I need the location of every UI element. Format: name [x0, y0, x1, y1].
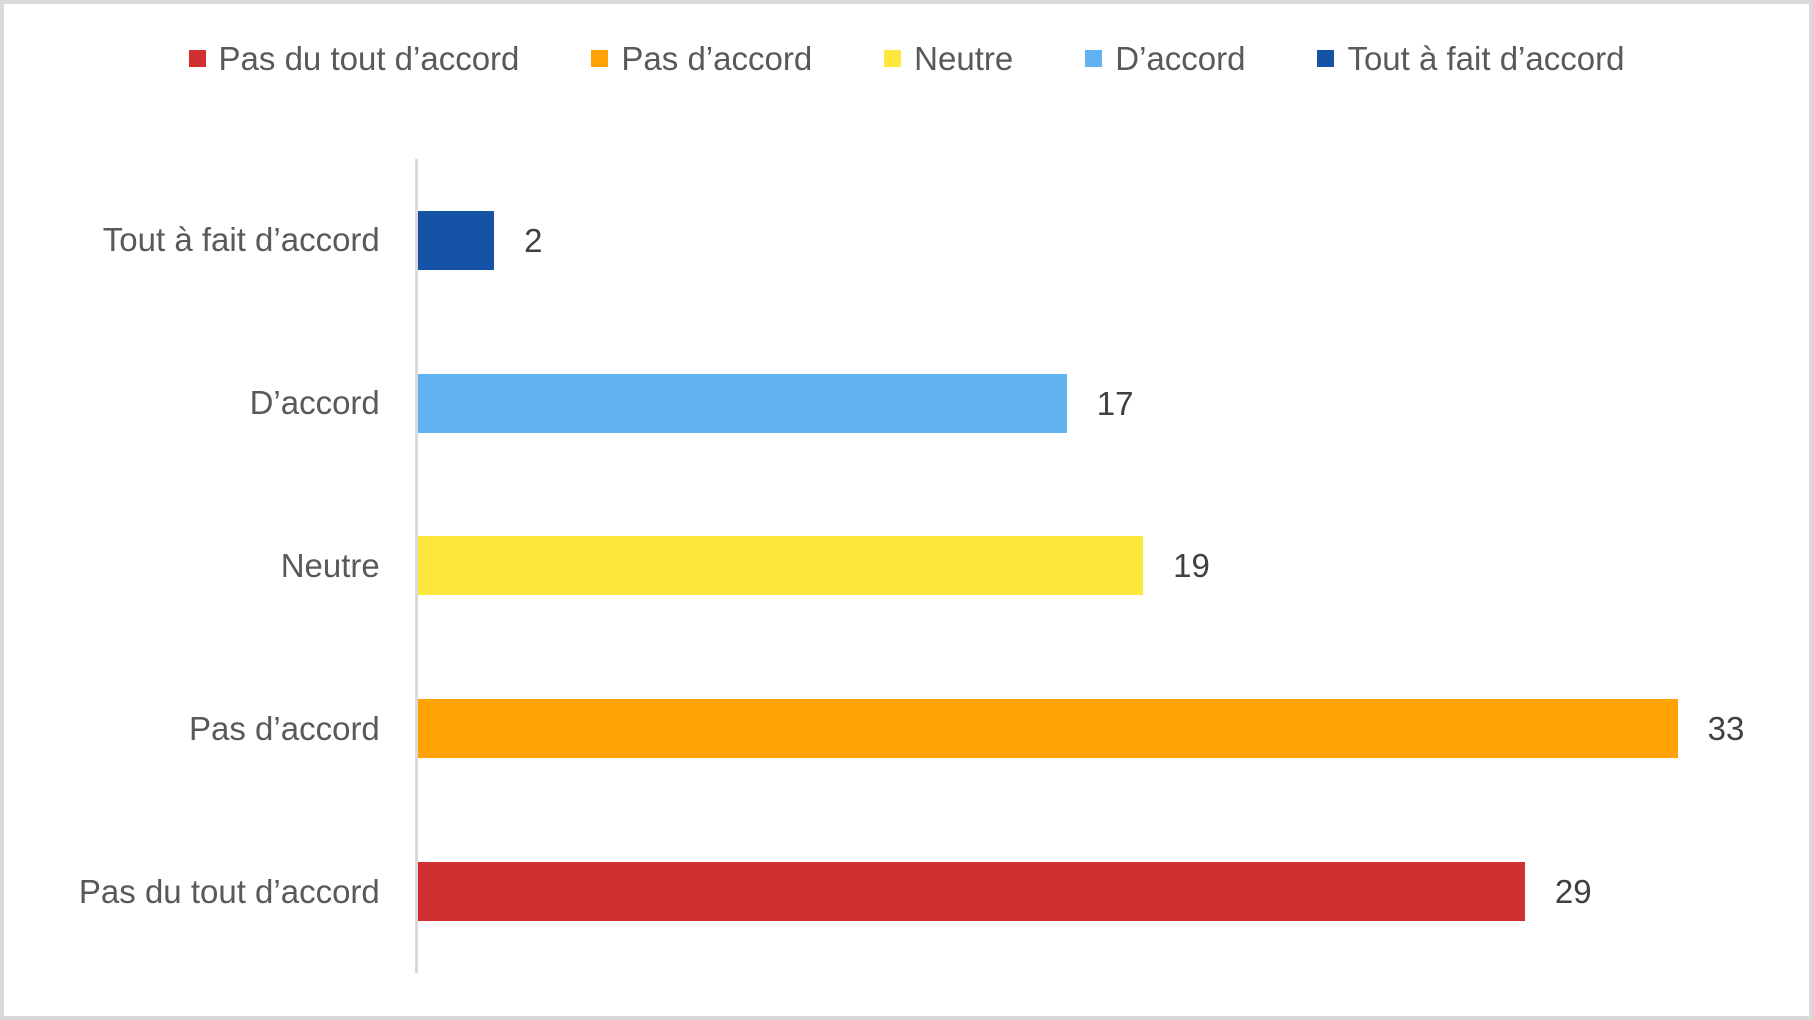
bar	[417, 373, 1067, 433]
bar	[417, 210, 495, 270]
legend-item-label: D’accord	[1115, 40, 1246, 77]
bar-value-label: 17	[1096, 384, 1134, 422]
bar-value-label: 19	[1173, 547, 1210, 585]
bar-chart: Tout à fait d’accord 2 D’accord 17 Neutr…	[4, 159, 1754, 973]
plot-cell: 29	[417, 810, 1754, 973]
chart-legend: Pas du tout d’accord Pas d’accord Neutre…	[4, 42, 1809, 75]
category-label: D’accord	[249, 384, 380, 422]
legend-color-swatch-icon	[188, 50, 206, 67]
legend-item: D’accord	[1085, 42, 1245, 75]
category-label: Tout à fait d’accord	[102, 221, 380, 259]
legend-item: Neutre	[884, 42, 1013, 75]
plot-cell: 17	[417, 322, 1754, 485]
legend-item: Tout à fait d’accord	[1317, 42, 1624, 75]
category-label: Neutre	[280, 547, 380, 585]
category-label: Pas d’accord	[189, 709, 380, 747]
plot-cell: 19	[417, 485, 1754, 648]
bar-value-label: 33	[1707, 710, 1745, 748]
plot-cell: 2	[417, 159, 1754, 322]
chart-row: Pas d’accord 33	[4, 647, 1754, 810]
category-label: Pas du tout d’accord	[78, 872, 380, 910]
bar-value-label: 2	[524, 221, 543, 259]
legend-item: Pas du tout d’accord	[188, 40, 520, 77]
legend-color-swatch-icon	[591, 50, 609, 67]
chart-row: D’accord 17	[4, 322, 1754, 485]
y-axis-line	[415, 159, 418, 973]
chart-row: Pas du tout d’accord 29	[4, 810, 1754, 973]
bar	[417, 862, 1525, 922]
legend-item: Pas d’accord	[591, 42, 812, 75]
bar	[417, 536, 1144, 596]
legend-item-label: Pas d’accord	[621, 40, 813, 77]
legend-color-swatch-icon	[1085, 50, 1103, 67]
plot-cell: 33	[417, 647, 1754, 810]
bar	[417, 699, 1678, 759]
chart-row: Tout à fait d’accord 2	[4, 159, 1754, 322]
legend-item-label: Pas du tout d’accord	[218, 40, 520, 77]
chart-row: Neutre 19	[4, 485, 1754, 648]
legend-color-swatch-icon	[884, 50, 902, 67]
bar-value-label: 29	[1554, 873, 1592, 911]
legend-item-label: Neutre	[914, 40, 1014, 77]
legend-item-label: Tout à fait d’accord	[1347, 40, 1625, 77]
legend-color-swatch-icon	[1317, 50, 1335, 67]
